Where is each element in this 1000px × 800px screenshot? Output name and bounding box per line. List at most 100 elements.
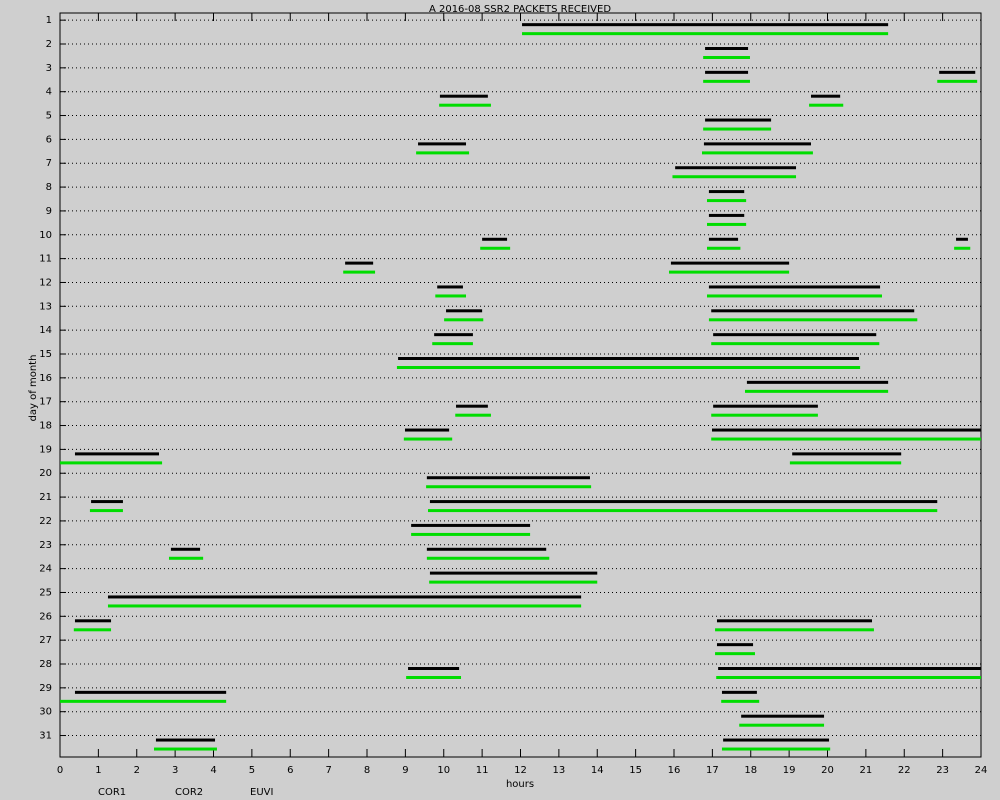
interval-bar [426,485,592,489]
interval-bar [707,199,747,203]
interval-bar [670,261,790,265]
interval-bar [707,246,741,250]
interval-bar [711,428,981,432]
x-tick-label: 6 [287,765,293,776]
y-tick-label: 16 [39,373,52,384]
y-tick-label: 4 [46,87,52,98]
x-tick-label: 23 [936,765,949,776]
interval-bar [446,309,483,313]
interval-bar [73,628,112,632]
x-tick-label: 4 [210,765,216,776]
x-tick-label: 13 [553,765,566,776]
interval-bar [711,437,981,441]
interval-bar [708,237,739,241]
interval-bar [74,690,227,694]
interval-bar [707,222,747,226]
interval-bar [418,142,467,146]
interval-bar [426,556,550,560]
interval-bar [408,667,460,670]
y-tick-label: 31 [39,731,52,742]
interval-bar [810,94,841,98]
x-tick-label: 17 [706,765,719,776]
interval-bar [482,237,508,241]
y-tick-label: 28 [39,659,52,670]
chart-title: A 2016-08 SSR2 PACKETS RECEIVED [429,4,611,15]
interval-bar [669,270,790,274]
x-tick-label: 2 [134,765,140,776]
y-tick-label: 13 [39,301,52,312]
y-tick-label: 2 [46,39,52,50]
interval-bar [937,79,978,83]
x-tick-label: 15 [629,765,642,776]
interval-bar [705,70,749,74]
interval-bar [429,500,938,504]
interval-bar [155,738,216,742]
interval-bar [60,461,163,465]
y-tick-label: 20 [39,468,52,479]
interval-bar [716,643,754,647]
y-tick-label: 18 [39,421,52,432]
interval-bar [439,103,491,107]
y-tick-label: 17 [39,397,52,408]
legend-label: EUVI [250,787,273,798]
interval-bar [426,476,590,480]
interval-bar [711,342,880,346]
interval-bar [708,285,881,289]
x-tick-label: 7 [325,765,331,776]
interval-bar [428,509,938,513]
interval-bar [675,166,797,170]
interval-bar [416,151,470,155]
interval-bar [954,246,971,250]
interval-bar [705,118,772,122]
interval-bar [708,190,745,194]
interval-bar [809,103,844,107]
interval-bar [715,628,874,632]
interval-bar [444,318,484,322]
interval-bar [721,747,831,751]
interval-bar [703,56,750,59]
legend-label: COR2 [175,787,203,798]
interval-bar [716,676,981,679]
y-tick-label: 5 [46,111,52,122]
interval-bar [672,175,797,179]
x-tick-label: 19 [783,765,796,776]
interval-bar [480,246,511,250]
interval-bar [154,747,217,751]
x-tick-label: 16 [668,765,681,776]
interval-bar [705,47,749,50]
interval-bar [74,452,160,456]
y-tick-label: 12 [39,277,52,288]
y-tick-label: 23 [39,540,52,551]
x-tick-label: 5 [249,765,255,776]
x-tick-label: 3 [172,765,178,776]
interval-bar [404,428,450,432]
interval-bar [707,294,882,298]
interval-bar [89,509,123,513]
x-tick-label: 10 [437,765,450,776]
x-tick-label: 0 [57,765,63,776]
y-tick-label: 30 [39,707,52,718]
interval-bar [411,523,531,527]
interval-bar [435,294,467,298]
interval-bar [746,380,889,384]
y-tick-label: 26 [39,611,52,622]
y-tick-label: 25 [39,587,52,598]
interval-bar [107,604,582,608]
x-tick-label: 9 [402,765,408,776]
interval-bar [345,261,374,265]
interval-bar [432,342,473,346]
y-tick-label: 10 [39,230,52,241]
interval-bar [437,285,463,289]
interval-bar [170,547,201,551]
interval-bar [455,413,491,417]
x-tick-label: 8 [364,765,370,776]
x-tick-label: 1 [95,765,101,776]
interval-bar [522,23,889,27]
interval-bar [398,357,859,360]
interval-bar [168,556,204,560]
interval-bar [721,699,760,703]
x-tick-label: 22 [898,765,911,776]
interval-bar [702,151,813,155]
interval-bar [403,437,453,441]
